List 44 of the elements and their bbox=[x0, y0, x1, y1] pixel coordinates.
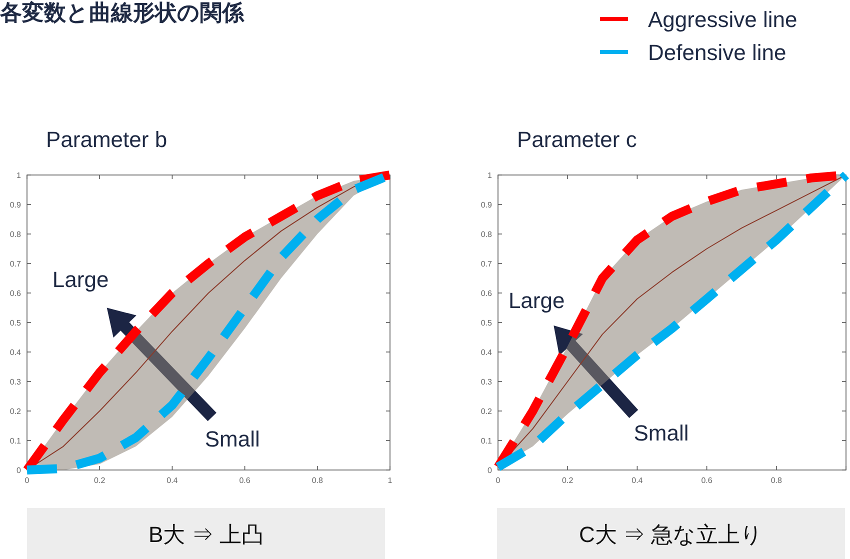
x-tick-label: 0.6 bbox=[239, 476, 251, 485]
y-tick-label: 0.3 bbox=[480, 378, 493, 386]
x-tick-label: 1 bbox=[388, 476, 393, 485]
legend-label: Aggressive line bbox=[648, 7, 798, 32]
y-tick-label: 0.1 bbox=[480, 436, 493, 446]
y-tick-label: 0.2 bbox=[10, 407, 22, 416]
y-tick-label: 0.3 bbox=[10, 378, 22, 386]
text: B大 ⇒ 上凸 bbox=[148, 522, 264, 547]
y-tick-label: 0.5 bbox=[480, 318, 493, 328]
y-tick-label: 0.5 bbox=[10, 318, 22, 328]
y-tick-label: 0.8 bbox=[10, 230, 22, 239]
y-tick-label: 0.1 bbox=[10, 436, 22, 446]
x-tick-label: 0.4 bbox=[632, 476, 644, 485]
chart-title: Parameter c bbox=[517, 127, 637, 152]
y-tick-label: 0.7 bbox=[10, 260, 22, 268]
annotation: Small bbox=[204, 426, 260, 452]
y-tick-label: 0.6 bbox=[480, 289, 493, 298]
y-tick-label: 0.8 bbox=[480, 230, 493, 239]
y-tick-label: 0 bbox=[488, 466, 493, 475]
y-tick-label: 0.4 bbox=[480, 348, 493, 357]
annotation: Large bbox=[52, 267, 109, 292]
x-tick-label: 0.2 bbox=[94, 476, 106, 485]
y-tick-label: 1 bbox=[16, 171, 22, 180]
y-tick-label: 0.7 bbox=[480, 260, 493, 268]
y-tick-label: 0.9 bbox=[480, 200, 493, 210]
y-tick-label: 0.4 bbox=[10, 348, 22, 357]
x-tick-label: 0 bbox=[24, 476, 30, 485]
x-tick-label: 0.2 bbox=[562, 476, 574, 485]
annotation: Large bbox=[508, 288, 565, 313]
legend-label: Defensive line bbox=[648, 40, 786, 65]
y-tick-label: 0.2 bbox=[480, 407, 493, 416]
x-tick-label: 0.8 bbox=[770, 476, 783, 485]
annotation: Small bbox=[634, 420, 689, 446]
chart-title: Parameter b bbox=[46, 127, 168, 152]
y-tick-label: 0.6 bbox=[10, 289, 22, 298]
y-tick-label: 0.9 bbox=[10, 200, 22, 210]
x-tick-label: 0 bbox=[496, 476, 501, 485]
x-tick-label: 0.8 bbox=[312, 476, 324, 485]
x-tick-label: 0.4 bbox=[166, 476, 178, 485]
x-tick-label: 0.6 bbox=[701, 476, 713, 485]
y-tick-label: 1 bbox=[488, 171, 493, 180]
text: C大 ⇒ 急な立上り bbox=[578, 522, 764, 547]
text: 各変数と曲線形状の関係 bbox=[0, 0, 245, 25]
y-tick-label: 0 bbox=[16, 466, 22, 475]
